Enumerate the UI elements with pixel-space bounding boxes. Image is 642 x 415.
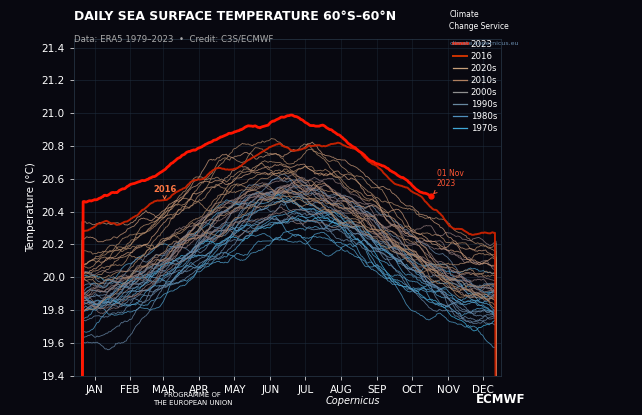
Legend: 2023, 2016, 2020s, 2010s, 2000s, 1990s, 1980s, 1970s: 2023, 2016, 2020s, 2010s, 2000s, 1990s, … — [449, 36, 501, 136]
Y-axis label: Temperature (°C): Temperature (°C) — [26, 163, 36, 252]
Text: PROGRAMME OF
THE EUROPEAN UNION: PROGRAMME OF THE EUROPEAN UNION — [153, 392, 232, 406]
Text: ECMWF: ECMWF — [476, 393, 526, 406]
Text: Data: ERA5 1979–2023  •  Credit: C3S/ECMWF: Data: ERA5 1979–2023 • Credit: C3S/ECMWF — [74, 34, 273, 43]
Text: 01 Nov
2023: 01 Nov 2023 — [434, 169, 464, 193]
Text: DAILY SEA SURFACE TEMPERATURE 60°S–60°N: DAILY SEA SURFACE TEMPERATURE 60°S–60°N — [74, 10, 396, 23]
Text: 2016: 2016 — [153, 185, 177, 200]
Text: climate.copernicus.eu: climate.copernicus.eu — [449, 42, 519, 46]
Text: Climate
Change Service: Climate Change Service — [449, 10, 509, 31]
Text: Copernicus: Copernicus — [326, 396, 380, 406]
